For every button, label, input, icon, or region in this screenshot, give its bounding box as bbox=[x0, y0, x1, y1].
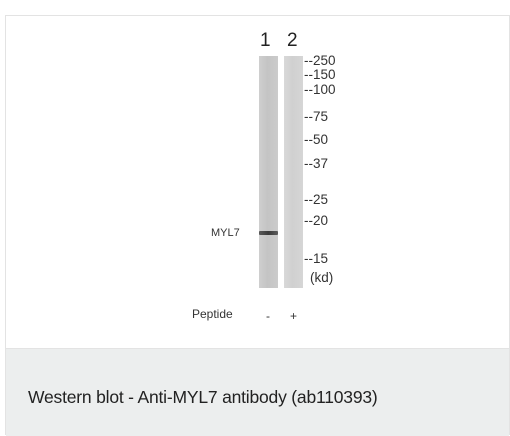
image-card: 1 2 --250 --150 --100 --75 --50 --37 --2… bbox=[5, 15, 510, 436]
myl7-band bbox=[259, 231, 278, 235]
marker-20: --20 bbox=[304, 213, 329, 228]
blot-lane-1 bbox=[259, 56, 278, 288]
western-blot-figure: 1 2 --250 --150 --100 --75 --50 --37 --2… bbox=[6, 16, 509, 348]
band-label: MYL7 bbox=[211, 227, 240, 239]
marker-25: --25 bbox=[304, 192, 329, 207]
marker-150: --150 bbox=[304, 67, 336, 82]
image-caption: Western blot - Anti-MYL7 antibody (ab110… bbox=[6, 348, 509, 436]
unit-label: (kd) bbox=[310, 270, 334, 285]
marker-15: --15 bbox=[304, 251, 329, 266]
blot-lane-2 bbox=[284, 56, 303, 288]
peptide-label: Peptide bbox=[192, 307, 233, 321]
lane-number-2: 2 bbox=[287, 30, 298, 51]
peptide-sign-lane-2: + bbox=[290, 309, 298, 323]
peptide-sign-lane-1: - bbox=[266, 309, 270, 323]
marker-37: --37 bbox=[304, 156, 329, 171]
caption-text: Western blot - Anti-MYL7 antibody (ab110… bbox=[28, 387, 378, 407]
marker-50: --50 bbox=[304, 132, 329, 147]
marker-100: --100 bbox=[304, 82, 336, 97]
marker-75: --75 bbox=[304, 109, 329, 124]
marker-250: --250 bbox=[304, 53, 336, 68]
lane-number-1: 1 bbox=[260, 30, 271, 51]
